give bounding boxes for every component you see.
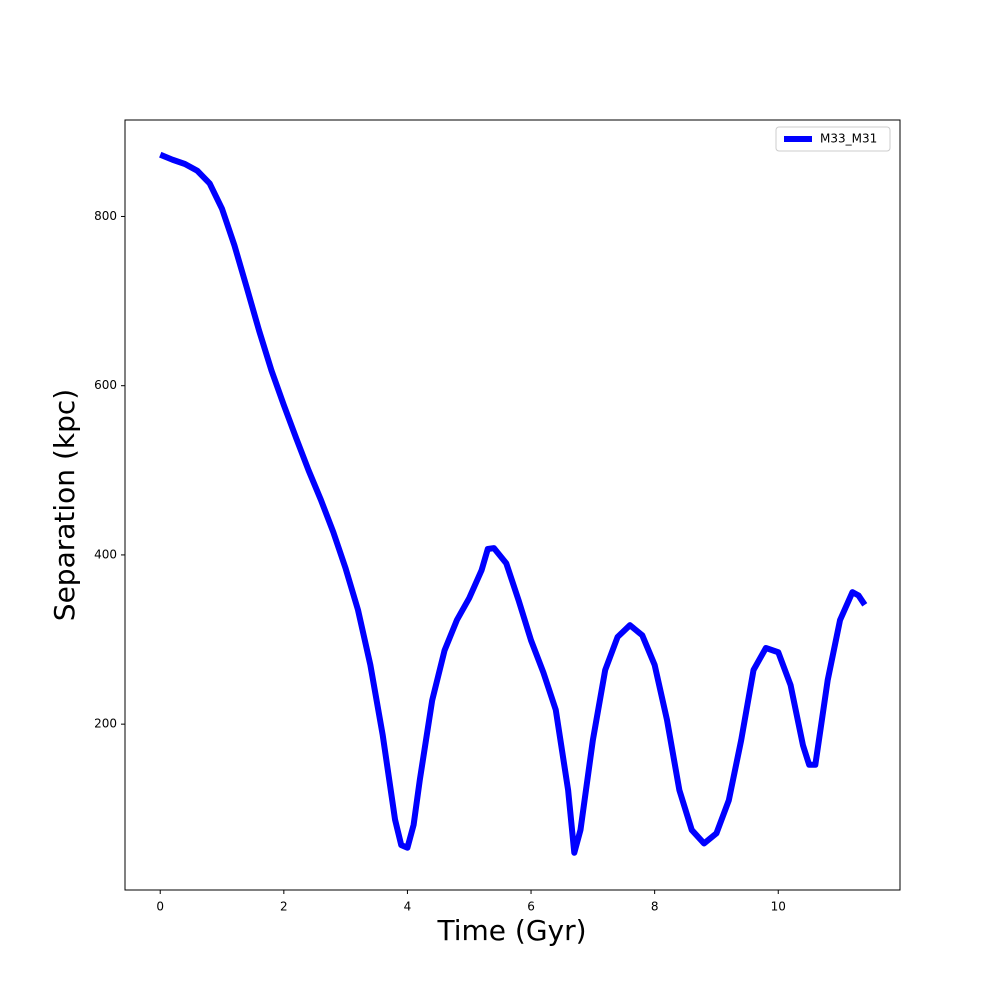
x-tick-label: 8 bbox=[651, 900, 659, 914]
y-tick-label: 200 bbox=[94, 717, 117, 731]
y-tick-label: 400 bbox=[94, 547, 117, 561]
x-tick-label: 0 bbox=[156, 900, 164, 914]
x-tick-label: 6 bbox=[527, 900, 535, 914]
legend-box bbox=[775, 126, 891, 152]
y-axis-label: Separation (kpc) bbox=[48, 389, 81, 621]
x-tick-label: 2 bbox=[280, 900, 288, 914]
plot-frame bbox=[124, 119, 901, 891]
x-axis-label: Time (Gyr) bbox=[436, 914, 586, 947]
data-line bbox=[159, 151, 868, 856]
x-tick-label: 10 bbox=[771, 900, 786, 914]
legend-label: M33_M31 bbox=[820, 132, 877, 146]
y-tick-label: 600 bbox=[94, 378, 117, 392]
x-tick-label: 4 bbox=[404, 900, 412, 914]
y-tick-label: 800 bbox=[94, 209, 117, 223]
